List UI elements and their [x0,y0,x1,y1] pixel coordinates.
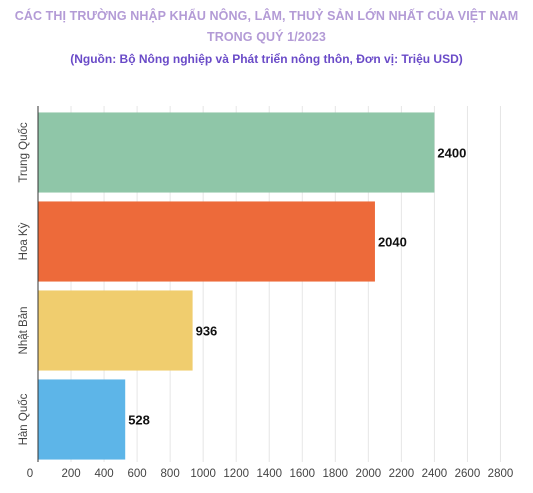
x-tick-label: 2200 [389,468,415,480]
x-tick-label: 200 [61,468,80,480]
x-tick-label: 2400 [422,468,448,480]
bar [38,201,375,282]
category-label: Hoa Kỳ [18,222,30,260]
x-tick-label: 1400 [256,468,282,480]
x-tick-label: 0 [27,468,33,480]
category-label: Nhật Bản [18,307,30,355]
chart-title-line-2: TRONG QUÝ 1/2023 [206,30,326,44]
category-labels: Trung Quốc Hoa Kỳ Nhật Bản Hàn Quốc [18,122,30,445]
x-tick-label: 400 [94,468,113,480]
x-tick-label: 1800 [323,468,349,480]
category-label: Hàn Quốc [18,393,30,445]
x-tick-label: 2000 [356,468,382,480]
data-labels: 2400 2040 936 528 [128,146,466,428]
data-label: 528 [128,413,150,428]
x-tick-label: 1000 [190,468,216,480]
bar [38,379,126,460]
x-tick-label: 2600 [455,468,481,480]
bars [38,112,435,460]
x-tick-label: 800 [161,468,180,480]
chart-title-block: CÁC THỊ TRƯỜNG NHẬP KHẨU NÔNG, LÂM, THUỶ… [0,6,533,69]
data-label: 2040 [378,235,407,250]
bar [38,290,193,371]
data-label: 2400 [437,146,466,161]
bar [38,112,435,193]
x-tick-label: 600 [128,468,147,480]
category-label: Trung Quốc [18,122,30,183]
chart-subtitle: (Nguồn: Bộ Nông nghiệp và Phát triển nôn… [70,52,463,66]
x-tick-label: 2800 [488,468,514,480]
chart-title-line-1: CÁC THỊ TRƯỜNG NHẬP KHẨU NÔNG, LÂM, THUỶ… [14,9,519,23]
x-tick-label: 1200 [223,468,249,480]
x-tick-label: 1600 [289,468,315,480]
x-tick-labels: 0 200 400 600 800 1000 1200 1400 1600 1800 2000 220… [27,468,513,480]
data-label: 936 [196,324,218,339]
